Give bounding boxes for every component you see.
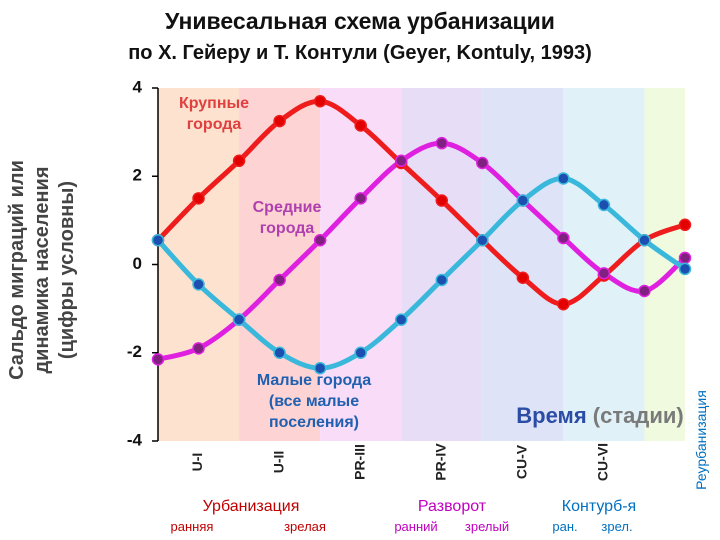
data-point: [557, 297, 570, 311]
y-axis-label-line: динамика населения: [31, 166, 53, 373]
y-tick-label: -4: [127, 430, 143, 449]
data-point: [435, 273, 449, 287]
data-point: [273, 346, 286, 359]
series-label-line: Крупные: [179, 95, 249, 112]
series-label-line: Средние: [253, 199, 322, 216]
data-point: [678, 262, 692, 276]
data-point: [516, 194, 530, 207]
y-axis: 4 2 0 -2 -4 Сальдо миграций или динамика насел…: [6, 77, 159, 449]
series-label-line: города: [187, 116, 242, 133]
data-point: [354, 119, 367, 132]
data-point: [435, 194, 449, 207]
data-point: [232, 154, 246, 168]
axis-note-word: Время: [516, 403, 593, 428]
data-point: [273, 273, 286, 287]
data-point: [516, 271, 530, 284]
data-point: [192, 278, 205, 291]
phase-sublabel: зрелый: [465, 519, 509, 534]
data-point: [151, 353, 165, 366]
data-point: [597, 267, 611, 280]
data-point: [313, 233, 327, 247]
series-label-2: Малые города (все малые поселения): [257, 372, 371, 431]
y-tick-label: 4: [133, 77, 143, 96]
y-tick-label: 2: [133, 166, 142, 185]
data-point: [273, 114, 286, 128]
phase-sublabel: ранний: [394, 519, 437, 534]
series-label-line: (все малые: [269, 393, 359, 410]
stage-label: PR-III: [351, 444, 367, 480]
data-point: [192, 192, 205, 205]
chart-subtitle: по Х. Гейеру и Т. Контули (Geyer, Kontul…: [128, 42, 592, 64]
y-axis-label-line: Сальдо миграций или: [6, 160, 28, 380]
stage-label: PR-IV: [432, 443, 448, 481]
side-label: Реурбанизация: [693, 390, 709, 490]
data-point: [435, 136, 449, 150]
y-axis-label-line: (цифры условны): [56, 181, 78, 359]
data-point: [394, 313, 408, 326]
data-point: [638, 284, 651, 298]
y-axis-label: Сальдо миграций или динамика населения (ци…: [6, 160, 78, 380]
series-points: [151, 94, 692, 375]
stage-label: CU-VI: [595, 443, 611, 481]
phase-sublabel: ран.: [552, 519, 577, 534]
chart-title: Унивесальная схема урбанизации: [165, 8, 555, 34]
series-label-line: города: [260, 220, 315, 237]
stage-label: CU-V: [514, 444, 530, 479]
stage-label: U-II: [270, 451, 286, 474]
data-point: [313, 361, 327, 375]
chart-labels: Крупные города Средние города Малые города (в…: [171, 95, 709, 534]
stage-backgrounds: U-I U-II PR-III PR-IV CU-V CU-VI: [158, 88, 685, 481]
axis-note-paren: (стадии): [593, 403, 684, 428]
series-label-line: поселения): [269, 414, 359, 431]
data-point: [394, 154, 408, 168]
data-point: [678, 251, 692, 265]
data-point: [354, 346, 367, 359]
data-point: [151, 233, 165, 247]
phase-sublabel: зрелая: [284, 519, 326, 534]
axis-note: Время (стадии): [516, 403, 683, 428]
data-point: [313, 94, 327, 108]
data-point: [476, 233, 489, 247]
stage-band: [563, 88, 645, 441]
phase-sublabel: зрел.: [601, 519, 632, 534]
phase-sublabel: ранняя: [171, 519, 214, 534]
phase-label: Урбанизация: [203, 498, 300, 515]
data-point: [557, 231, 570, 245]
data-point: [678, 218, 692, 232]
data-point: [557, 172, 570, 185]
series-label-line: Малые города: [257, 372, 371, 389]
data-point: [476, 156, 489, 170]
series-label-0: Крупные города: [179, 95, 249, 133]
stage-band: [158, 88, 240, 441]
y-tick-label: -2: [127, 342, 142, 361]
stage-band: [482, 88, 564, 441]
data-point: [638, 233, 651, 247]
phase-label: Контурб-я: [562, 498, 636, 515]
data-point: [232, 313, 246, 326]
y-tick-label: 0: [133, 254, 142, 273]
phase-label: Разворот: [418, 498, 487, 515]
stage-label: U-I: [189, 453, 205, 472]
data-point: [192, 342, 205, 355]
series-label-1: Средние города: [253, 199, 322, 237]
data-point: [354, 192, 367, 205]
data-point: [597, 198, 611, 212]
